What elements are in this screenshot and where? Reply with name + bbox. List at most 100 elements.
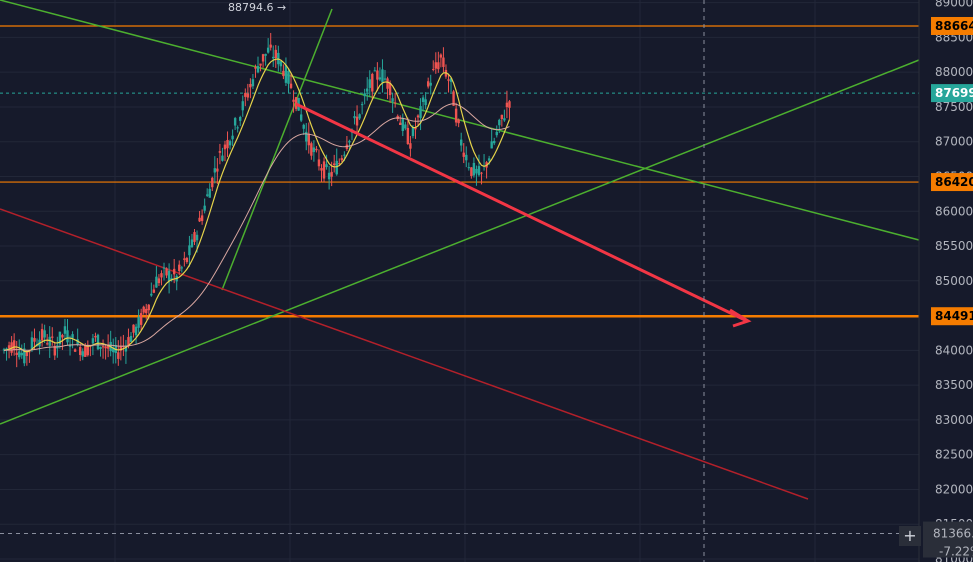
candle-body	[439, 54, 443, 58]
candle-body	[426, 81, 430, 87]
candle-body	[317, 159, 321, 167]
price-level-tag-text: 84491.	[935, 309, 973, 323]
candle-body	[216, 168, 219, 172]
price-tick-label: 82500.0	[935, 448, 973, 462]
candle-body	[320, 168, 323, 171]
price-tick-label: 84000.0	[935, 343, 973, 357]
candle-body	[330, 171, 333, 177]
candle-body	[401, 118, 404, 131]
candle-body	[40, 329, 44, 341]
candle-body	[470, 167, 473, 176]
candle-body	[353, 116, 356, 119]
candle-body	[241, 101, 244, 111]
candle-body	[48, 336, 51, 346]
candle-body	[178, 264, 181, 272]
crosshair-change-text: -7.22%	[939, 545, 973, 559]
candle-body	[147, 304, 150, 311]
candle-body	[266, 47, 270, 53]
candle-body	[61, 334, 64, 338]
candle-body	[162, 267, 166, 269]
candle-body	[467, 167, 471, 169]
trend-lines	[0, 0, 920, 500]
candle-body	[30, 337, 34, 349]
candle-body	[233, 118, 237, 126]
candle-body	[454, 108, 458, 123]
candle-body	[180, 267, 183, 269]
candle-body	[20, 352, 23, 356]
price-tick-label: 86000.0	[935, 204, 973, 218]
candle-body	[292, 99, 295, 102]
candle-body	[358, 114, 361, 119]
candle-body	[84, 345, 87, 357]
candle-body	[256, 66, 260, 73]
candle-body	[274, 49, 277, 59]
candle-body	[160, 273, 163, 278]
candle-body	[411, 127, 415, 137]
candle-body	[91, 338, 95, 344]
candle-body	[254, 67, 257, 69]
candle-body	[132, 324, 135, 333]
candle-body	[119, 345, 123, 351]
candle-body	[134, 326, 138, 336]
current-price-tag	[931, 84, 973, 103]
candle-body	[335, 160, 338, 175]
price-tick-label: 87000.0	[935, 135, 973, 149]
price-tick-label: 89000.0	[935, 0, 973, 10]
price-tick-label: 83500.0	[935, 378, 973, 392]
candle-body	[127, 337, 130, 347]
candle-body	[475, 168, 478, 174]
candle-body	[315, 148, 318, 151]
candle-body	[170, 278, 173, 280]
candle-body	[211, 177, 214, 188]
trend-line-steep	[221, 8, 333, 291]
candle-body	[261, 54, 265, 62]
candle-body	[193, 232, 196, 242]
candle-body	[71, 334, 74, 338]
candle-body	[287, 71, 290, 84]
candle-body	[231, 135, 234, 140]
candle-body	[391, 98, 394, 102]
candle-body	[508, 101, 511, 108]
zoom-plus-button[interactable]: +	[899, 526, 921, 546]
candle-body	[86, 345, 90, 356]
moving-averages	[3, 58, 511, 353]
candle-body	[360, 104, 364, 106]
candle-body	[53, 345, 56, 356]
current-price-tag-text: 87699.	[935, 86, 973, 100]
candle-body	[480, 172, 483, 174]
candle-body	[386, 78, 389, 89]
candle-body	[406, 127, 410, 145]
projection-arrow	[295, 102, 752, 328]
price-tick-label: 85500.0	[935, 239, 973, 253]
price-tick-label: 83000.0	[935, 413, 973, 427]
candle-body	[437, 62, 440, 70]
candle-body	[340, 158, 344, 161]
price-level-tag	[931, 307, 973, 326]
projection-arrow-head	[729, 308, 752, 328]
candle-body	[190, 239, 194, 247]
candle-body	[45, 343, 49, 345]
candle-body	[327, 172, 331, 180]
candle-body	[99, 346, 102, 350]
slow-ma-line	[3, 103, 510, 351]
ema-line	[3, 58, 511, 353]
candle-body	[218, 151, 222, 153]
price-axis[interactable]: 89000.088500.088000.087500.087000.086500…	[918, 0, 973, 562]
candle-body	[368, 79, 371, 88]
candle-body	[465, 154, 468, 161]
candle-body	[246, 93, 250, 98]
candle-body	[7, 345, 11, 349]
candle-body	[239, 117, 242, 121]
candle-body	[236, 127, 239, 129]
candle-body	[503, 118, 506, 121]
candle-body	[333, 163, 336, 166]
candle-body	[457, 119, 460, 124]
candle-body	[404, 124, 407, 129]
candle-body	[188, 245, 191, 256]
candle-body	[25, 352, 29, 357]
candle-body	[244, 92, 247, 97]
candle-body	[490, 141, 493, 149]
candle-body	[129, 335, 133, 342]
candle-body	[289, 83, 293, 88]
